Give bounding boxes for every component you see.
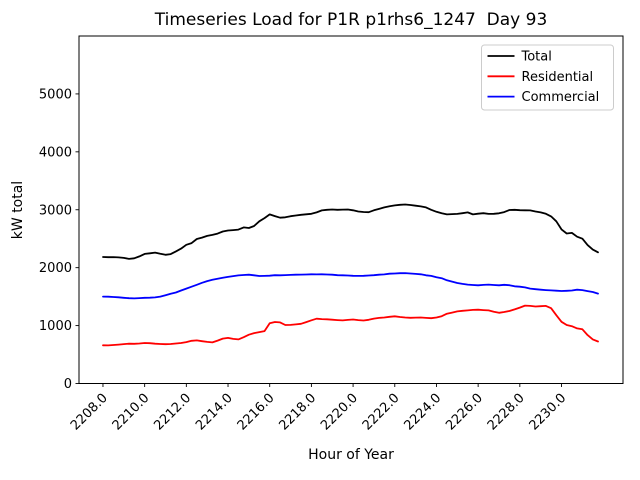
x-tick-label: 2220.0 — [318, 391, 361, 434]
x-tick-label: 2226.0 — [443, 391, 486, 434]
series-line-total — [102, 203, 599, 260]
y-tick-label: 2000 — [39, 261, 72, 276]
y-tick-label: 4000 — [39, 145, 72, 160]
series-line-residential — [102, 304, 599, 347]
x-tick-label: 2222.0 — [360, 391, 403, 434]
x-tick-label: 2230.0 — [527, 391, 570, 434]
x-tick-label: 2228.0 — [485, 391, 528, 434]
legend-label-commercial: Commercial — [522, 90, 600, 105]
x-tick-label: 2224.0 — [402, 391, 445, 434]
y-tick-label: 1000 — [39, 319, 72, 334]
x-tick-label: 2210.0 — [110, 391, 153, 434]
legend-label-total: Total — [521, 50, 552, 65]
x-tick-label: 2218.0 — [276, 391, 319, 434]
x-tick-label: 2208.0 — [68, 391, 111, 434]
y-tick-label: 5000 — [39, 87, 72, 102]
y-tick-label: 3000 — [39, 203, 72, 218]
x-tick-label: 2216.0 — [235, 391, 278, 434]
chart-title: Timeseries Load for P1R p1rhs6_1247 Day … — [154, 10, 548, 30]
y-tick-label: 0 — [64, 377, 72, 392]
x-tick-label: 2212.0 — [151, 391, 194, 434]
x-tick-label: 2214.0 — [193, 391, 236, 434]
x-axis-label: Hour of Year — [308, 447, 394, 463]
legend-label-residential: Residential — [522, 70, 594, 85]
legend-box — [481, 44, 614, 111]
series-line-commercial — [102, 272, 599, 300]
